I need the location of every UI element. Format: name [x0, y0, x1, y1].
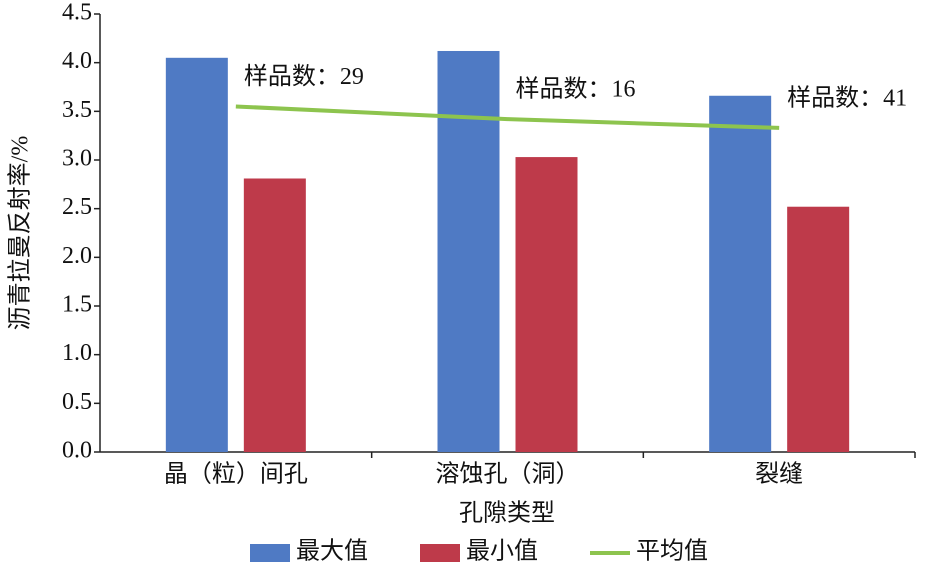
annotation: 样品数：29: [244, 63, 364, 90]
y-tick-label: 4.5: [62, 0, 92, 26]
bar: [515, 157, 578, 452]
annotation: 样品数：41: [787, 84, 907, 111]
legend-label: 最小值: [466, 538, 538, 565]
bar: [709, 95, 772, 452]
x-axis-title: 孔隙类型: [459, 500, 555, 527]
y-axis-title: 沥青拉曼反射率/%: [7, 136, 34, 331]
legend-swatch: [250, 544, 290, 562]
y-tick-label: 1.5: [62, 292, 92, 318]
x-tick-label: 晶（粒）间孔: [164, 461, 308, 488]
y-tick-label: 0.0: [62, 438, 92, 464]
legend-label: 最大值: [296, 538, 368, 565]
x-tick-label: 溶蚀孔（洞）: [436, 461, 580, 488]
x-tick-label: 裂缝: [755, 461, 803, 488]
average-line: [235, 104, 780, 130]
annotation: 样品数：16: [516, 76, 636, 103]
y-tick-label: 3.5: [62, 97, 92, 123]
legend-label: 平均值: [636, 538, 708, 565]
bar: [437, 50, 500, 453]
bar: [165, 57, 228, 453]
bar: [787, 206, 850, 452]
y-tick-label: 3.0: [62, 146, 92, 172]
legend-swatch: [420, 544, 460, 562]
y-tick-label: 2.5: [62, 194, 92, 220]
y-tick-label: 2.0: [62, 243, 92, 269]
y-tick-label: 4.0: [62, 48, 92, 74]
y-tick-label: 0.5: [62, 389, 92, 415]
y-tick-label: 1.0: [62, 340, 92, 366]
bar: [243, 178, 306, 452]
